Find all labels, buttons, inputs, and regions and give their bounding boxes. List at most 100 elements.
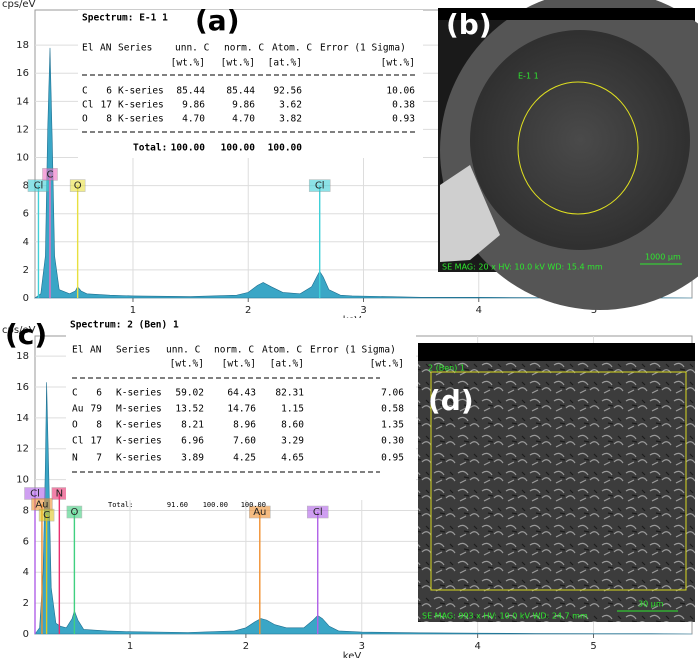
element-label: O bbox=[74, 181, 82, 192]
table-cell: 4.25 bbox=[233, 453, 256, 464]
table-title: Spectrum: E-1 1 bbox=[82, 13, 168, 24]
y-tick-label: 10 bbox=[16, 153, 29, 164]
y-tick-label: 10 bbox=[16, 475, 29, 486]
region-label: E-1 1 bbox=[518, 72, 539, 81]
y-axis-label: cps/eV bbox=[2, 0, 36, 10]
table-total: Total: bbox=[133, 143, 167, 154]
table-unit: [wt.%] bbox=[170, 359, 204, 370]
table-cell: 6 bbox=[96, 388, 102, 399]
element-label: C bbox=[46, 169, 53, 180]
table-header: Series bbox=[116, 345, 150, 356]
table-total: 100.00 bbox=[268, 143, 303, 154]
scale-label: 30 µm bbox=[638, 600, 664, 609]
table-header: Atom. C bbox=[272, 43, 312, 54]
table-cell: 9.86 bbox=[232, 100, 255, 111]
table-cell: 3.89 bbox=[181, 453, 204, 464]
y-tick-label: 8 bbox=[23, 505, 29, 516]
y-tick-label: 12 bbox=[16, 444, 29, 455]
table-header: AN bbox=[90, 345, 102, 356]
x-tick-label: 4 bbox=[476, 305, 482, 316]
table-header: unn. C bbox=[175, 43, 209, 54]
table-cell: 17 bbox=[101, 100, 112, 111]
table-cell: K-series bbox=[116, 388, 162, 399]
table-cell: 6.96 bbox=[181, 436, 204, 447]
table-cell: 8 bbox=[96, 420, 102, 431]
table-cell: 8.96 bbox=[233, 420, 256, 431]
y-tick-label: 16 bbox=[16, 68, 29, 79]
table-cell: 85.44 bbox=[226, 86, 255, 97]
table-header: El bbox=[72, 345, 83, 356]
panel-label: (d) bbox=[428, 384, 474, 417]
table-cell: 0.38 bbox=[392, 100, 415, 111]
table-cell: 3.62 bbox=[279, 100, 302, 111]
y-tick-label: 14 bbox=[16, 413, 29, 424]
table-cell: 64.43 bbox=[227, 388, 256, 399]
x-tick-label: 2 bbox=[243, 641, 249, 652]
x-tick-label: 1 bbox=[127, 641, 133, 652]
element-label: Au bbox=[253, 507, 266, 518]
element-tag bbox=[306, 505, 329, 519]
y-tick-label: 4 bbox=[23, 237, 29, 248]
table-cell: 4.70 bbox=[232, 114, 255, 125]
x-tick-label: 5 bbox=[590, 641, 596, 652]
element-tag bbox=[27, 179, 50, 192]
table-cell: 17 bbox=[91, 436, 102, 447]
table-header: Error (1 Sigma) bbox=[310, 345, 396, 356]
table-cell: N bbox=[72, 453, 78, 464]
y-tick-label: 6 bbox=[23, 536, 29, 547]
element-label: Cl bbox=[34, 181, 44, 192]
table-total: 100.00 bbox=[171, 143, 206, 154]
table-unit: [at.%] bbox=[270, 359, 304, 370]
x-tick-label: 5 bbox=[591, 305, 597, 316]
x-axis-label: keV bbox=[343, 651, 362, 658]
table-cell: 13.52 bbox=[175, 404, 204, 415]
table-cell: 3.29 bbox=[281, 436, 304, 447]
table-cell: K-series bbox=[116, 436, 162, 447]
table-cell: 8.60 bbox=[281, 420, 304, 431]
table-header: norm. C bbox=[214, 345, 254, 356]
table-total: 100.00 bbox=[221, 143, 256, 154]
y-tick-label: 0 bbox=[23, 293, 29, 304]
y-tick-label: 8 bbox=[23, 181, 29, 192]
table-cell: O bbox=[72, 420, 78, 431]
table-cell: C bbox=[72, 388, 78, 399]
table-header: Error (1 Sigma) bbox=[320, 43, 406, 54]
table-cell: 0.95 bbox=[381, 453, 404, 464]
y-tick-label: 18 bbox=[16, 351, 29, 362]
element-tag bbox=[38, 508, 55, 522]
table-unit: [at.%] bbox=[268, 58, 302, 69]
sem-image-d: (d) 2 (Ben) 1 SE MAG: 993 x HV: 10.0 kV … bbox=[418, 343, 695, 622]
element-label: Au bbox=[35, 499, 48, 510]
table-cell: K-series bbox=[116, 420, 162, 431]
y-tick-label: 4 bbox=[23, 567, 29, 578]
table-cell: 85.44 bbox=[176, 86, 205, 97]
y-tick-label: 18 bbox=[16, 40, 29, 51]
table-cell: 0.93 bbox=[392, 114, 415, 125]
x-tick-label: 3 bbox=[359, 641, 365, 652]
y-tick-label: 16 bbox=[16, 382, 29, 393]
table-header: El bbox=[82, 43, 93, 54]
y-tick-label: 0 bbox=[23, 629, 29, 640]
table-unit: [wt.%] bbox=[381, 58, 415, 69]
table-unit: [wt.%] bbox=[221, 58, 255, 69]
table-cell: 0.30 bbox=[381, 436, 404, 447]
element-label: Cl bbox=[30, 488, 40, 499]
y-tick-label: 2 bbox=[23, 265, 29, 276]
element-label: N bbox=[56, 488, 63, 499]
table-cell: K-series bbox=[116, 453, 162, 464]
table-total: 91.60 bbox=[167, 501, 188, 509]
spectrum bbox=[34, 47, 693, 299]
table-unit: [wt.%] bbox=[370, 359, 404, 370]
table-cell: 92.56 bbox=[273, 86, 302, 97]
table-cell: Cl bbox=[82, 100, 93, 111]
y-axis-label: cps/eV bbox=[2, 325, 36, 336]
x-tick-label: 2 bbox=[245, 305, 251, 316]
table-cell: Au bbox=[72, 404, 83, 415]
table-total: 100.00 bbox=[203, 501, 228, 509]
table-bg bbox=[78, 10, 423, 158]
table-cell: K-series bbox=[118, 86, 164, 97]
table-unit: [wt.%] bbox=[222, 359, 256, 370]
element-tag bbox=[249, 505, 271, 519]
table-bg bbox=[66, 318, 416, 500]
